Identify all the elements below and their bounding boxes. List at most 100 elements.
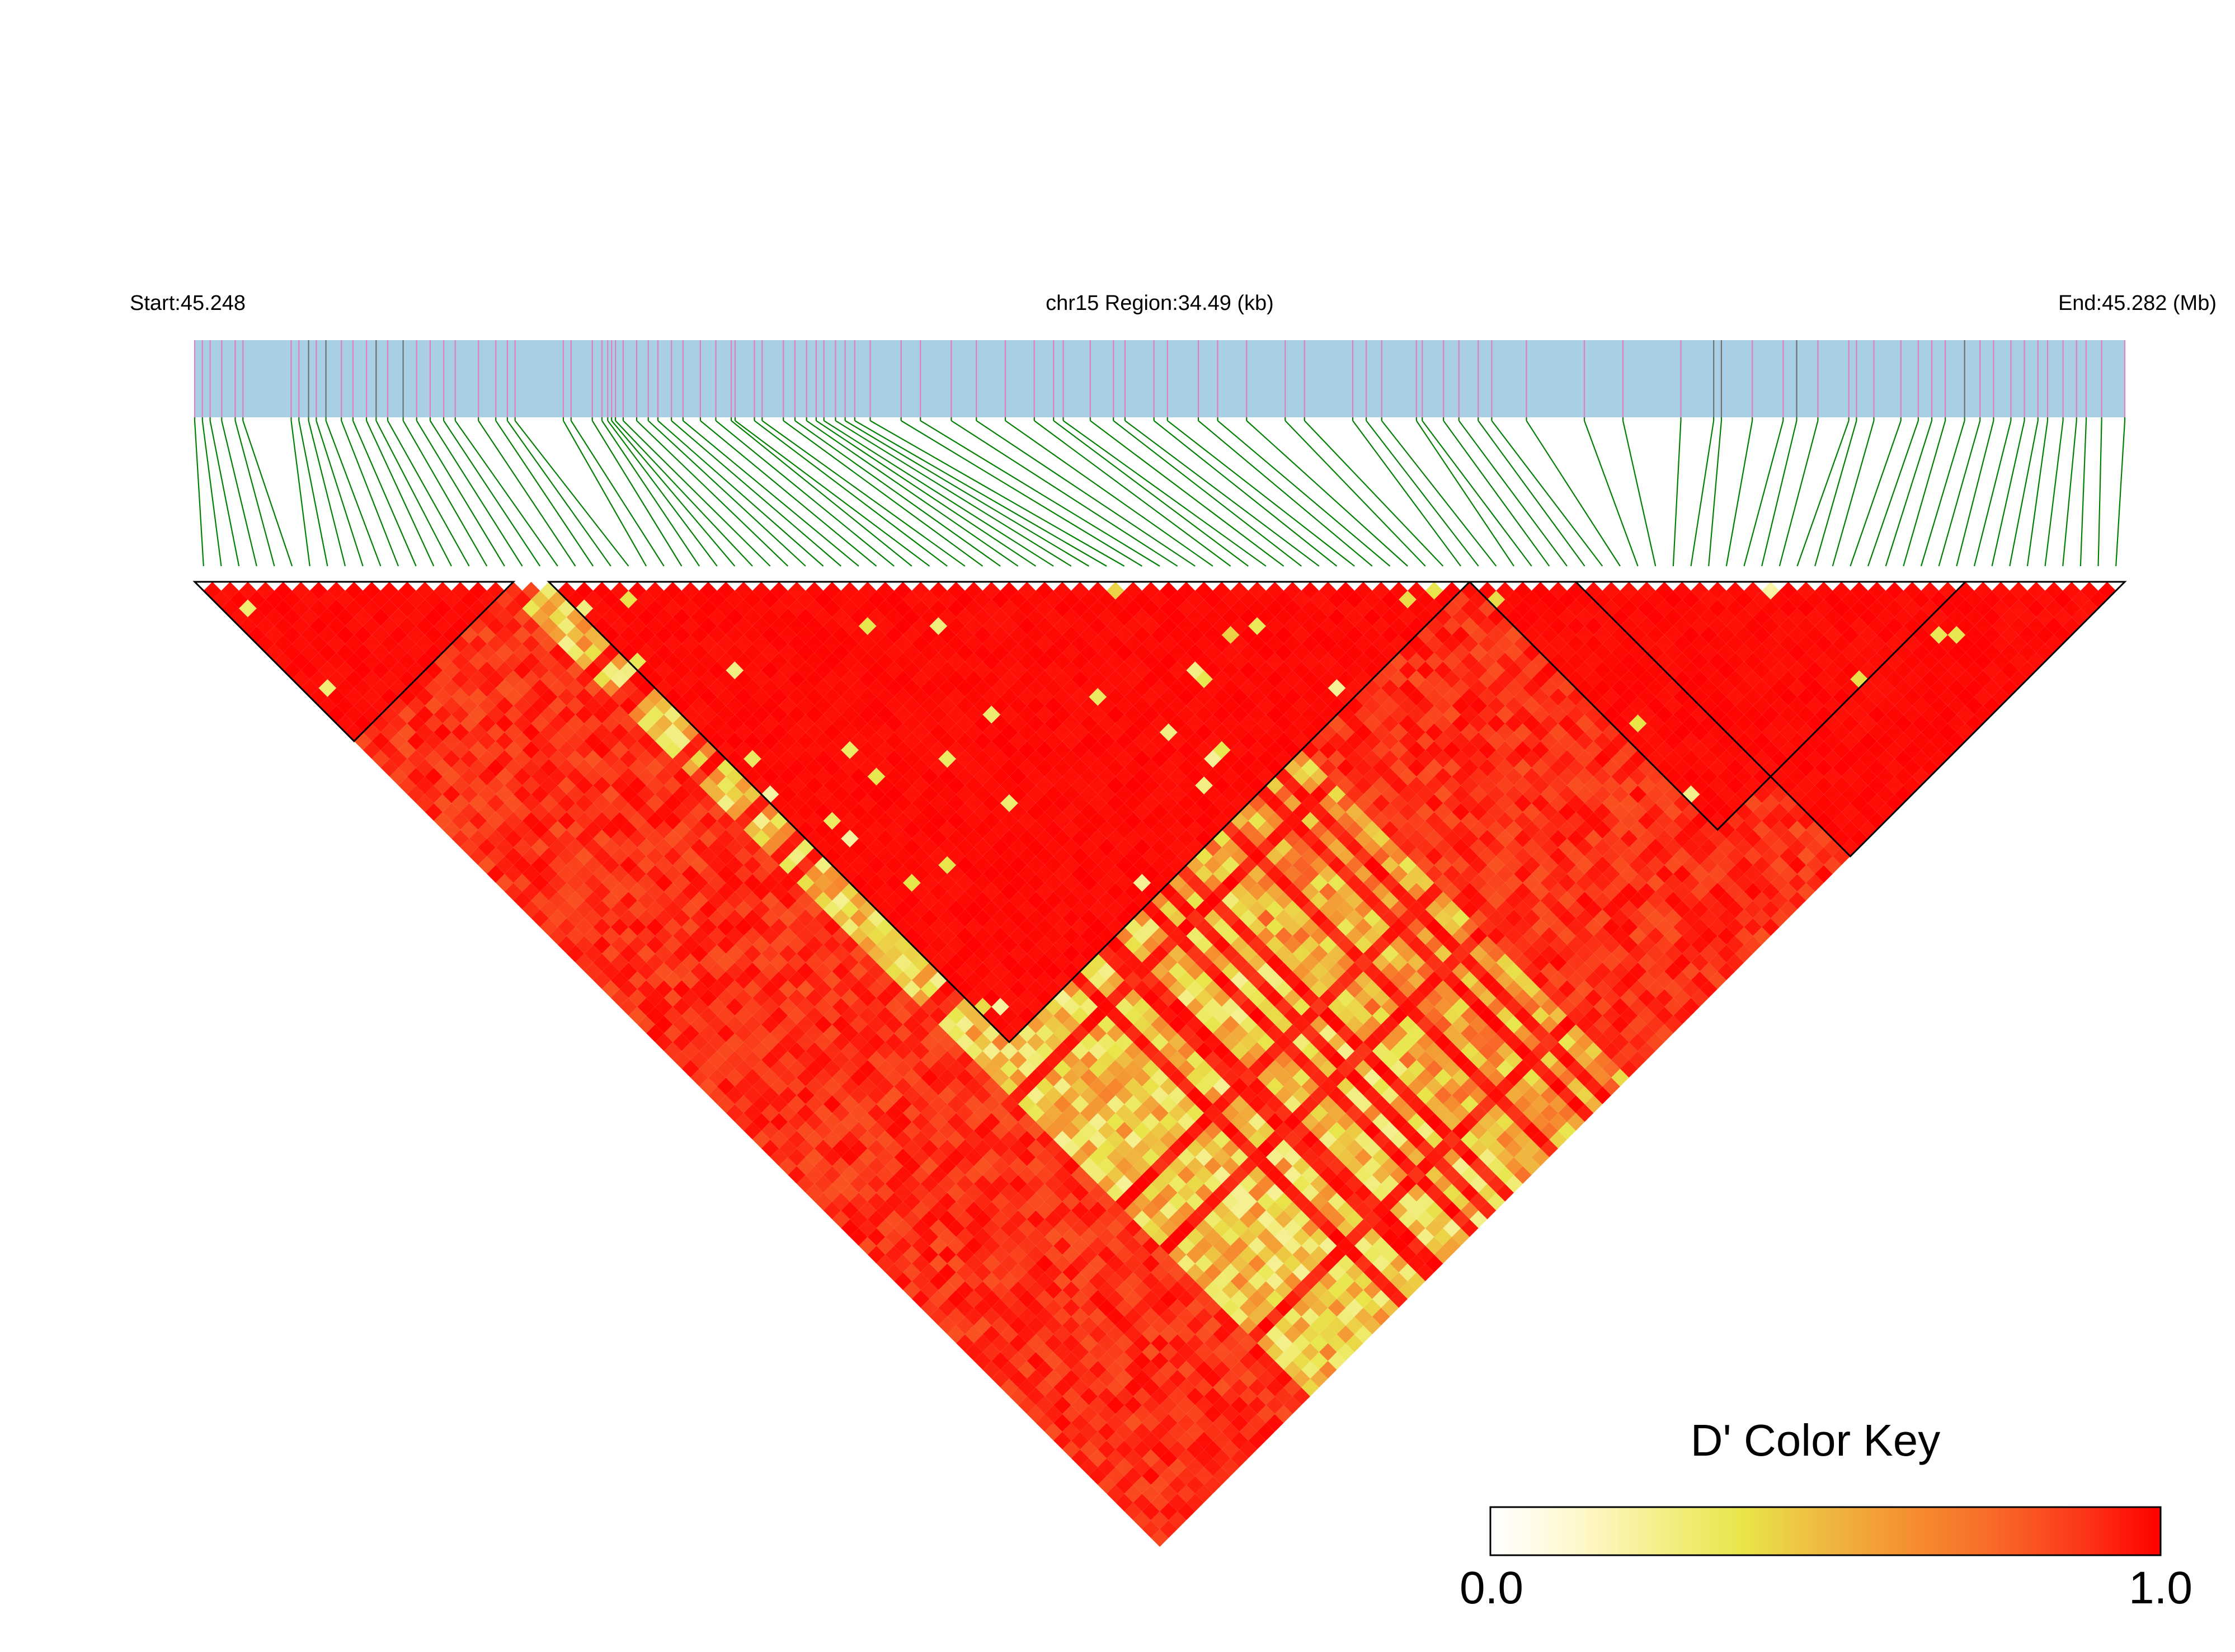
ld-cell	[1390, 1272, 1408, 1291]
ld-cell	[557, 723, 576, 741]
snp-connector	[901, 420, 1142, 567]
ld-cell	[363, 617, 381, 635]
ld-cell	[557, 759, 576, 777]
ld-cell	[788, 652, 806, 671]
snp-connector	[783, 420, 984, 567]
ld-cell	[1027, 1122, 1045, 1140]
snp-connector	[194, 420, 204, 567]
ld-cell	[1027, 1316, 1045, 1335]
snp-connector	[715, 420, 895, 567]
ld-cell	[1027, 1298, 1045, 1317]
ld-cell	[487, 652, 505, 671]
ld-cell	[788, 599, 806, 618]
snp-connector	[1124, 420, 1320, 567]
snp-connector	[623, 420, 771, 567]
ld-cell	[557, 847, 576, 865]
snp-connector	[1973, 420, 2012, 567]
ld-cell	[1027, 1210, 1045, 1229]
ld-cell	[788, 971, 806, 989]
ld-cell	[1027, 962, 1045, 981]
ld-cell	[1027, 874, 1045, 892]
ld-cell	[363, 688, 381, 706]
ld-cell	[487, 865, 505, 883]
ld-cell	[557, 936, 576, 954]
snp-position-track	[195, 340, 2125, 417]
ld-cell	[788, 617, 806, 635]
snp-connector	[1885, 420, 1933, 567]
ld-cell	[1027, 944, 1045, 963]
snp-connector	[615, 420, 753, 567]
snp-connector	[657, 420, 824, 567]
ld-cell	[557, 883, 576, 901]
ld-cell	[1027, 1263, 1045, 1282]
ld-cell	[1027, 980, 1045, 998]
snp-connector	[352, 420, 417, 567]
snp-connector	[824, 420, 1054, 567]
ld-cell	[557, 599, 576, 618]
ld-cell	[274, 582, 293, 600]
snp-connector	[429, 420, 523, 567]
snp-connector	[601, 420, 700, 567]
snp-connector	[1478, 420, 1585, 567]
ld-cell	[1027, 1051, 1045, 1069]
snp-connector	[2097, 420, 2102, 567]
ld-cell	[788, 1166, 806, 1184]
snp-connector	[375, 420, 452, 567]
snp-connector	[835, 420, 1072, 567]
snp-connector	[2062, 420, 2077, 567]
snp-connector	[1443, 420, 1550, 567]
snp-connector	[806, 420, 1019, 567]
ld-cell	[788, 1095, 806, 1113]
ld-cell	[1027, 1245, 1045, 1264]
snp-connector	[2115, 420, 2126, 567]
ld-cell	[363, 705, 381, 724]
ld-cell	[1027, 856, 1045, 874]
ld-cell	[487, 705, 505, 724]
ld-cell	[363, 582, 381, 600]
ld-cell	[487, 812, 505, 830]
snp-connector	[845, 420, 1089, 567]
ld-cell	[1027, 1334, 1045, 1352]
ld-cell	[487, 830, 505, 848]
ld-cell	[487, 670, 505, 688]
ld-cell	[1027, 891, 1045, 910]
ld-cell	[487, 723, 505, 741]
ld-cell	[487, 617, 505, 635]
ld-cell	[557, 776, 576, 794]
snp-connector	[920, 420, 1160, 567]
ld-cell	[788, 847, 806, 865]
snp-connector	[1814, 420, 1857, 567]
snp-connector	[443, 420, 541, 567]
snp-connector	[1458, 420, 1568, 567]
snp-connector	[1167, 420, 1355, 567]
snp-connector	[507, 420, 611, 567]
ld-cell	[788, 1148, 806, 1166]
ld-cell	[1027, 1175, 1045, 1193]
snp-connector	[514, 420, 629, 567]
snp-connector	[416, 420, 505, 567]
ld-cell	[487, 794, 505, 812]
snp-connector	[495, 420, 594, 567]
snp-connector-group	[194, 417, 2126, 567]
ld-cell	[788, 705, 806, 724]
ld-cell	[788, 688, 806, 706]
ld-cell	[557, 670, 576, 688]
snp-connector	[1867, 420, 1919, 567]
ld-cell	[788, 918, 806, 936]
snp-connector	[648, 420, 806, 567]
snp-connector	[1062, 420, 1267, 567]
snp-connector	[2044, 420, 2064, 567]
ld-cell	[274, 617, 293, 635]
snp-connector	[735, 420, 930, 567]
ld-cell	[487, 634, 505, 653]
snp-connector	[341, 420, 399, 567]
ld-cell	[1027, 1228, 1045, 1246]
ld-cell	[788, 1060, 806, 1078]
ld-cell	[788, 1042, 806, 1060]
ld-cell	[274, 634, 293, 653]
snp-connector	[671, 420, 841, 567]
ld-cell	[1390, 1237, 1408, 1255]
snp-connector	[1903, 420, 1946, 567]
ld-cell	[1027, 909, 1045, 928]
snp-connector	[761, 420, 966, 567]
